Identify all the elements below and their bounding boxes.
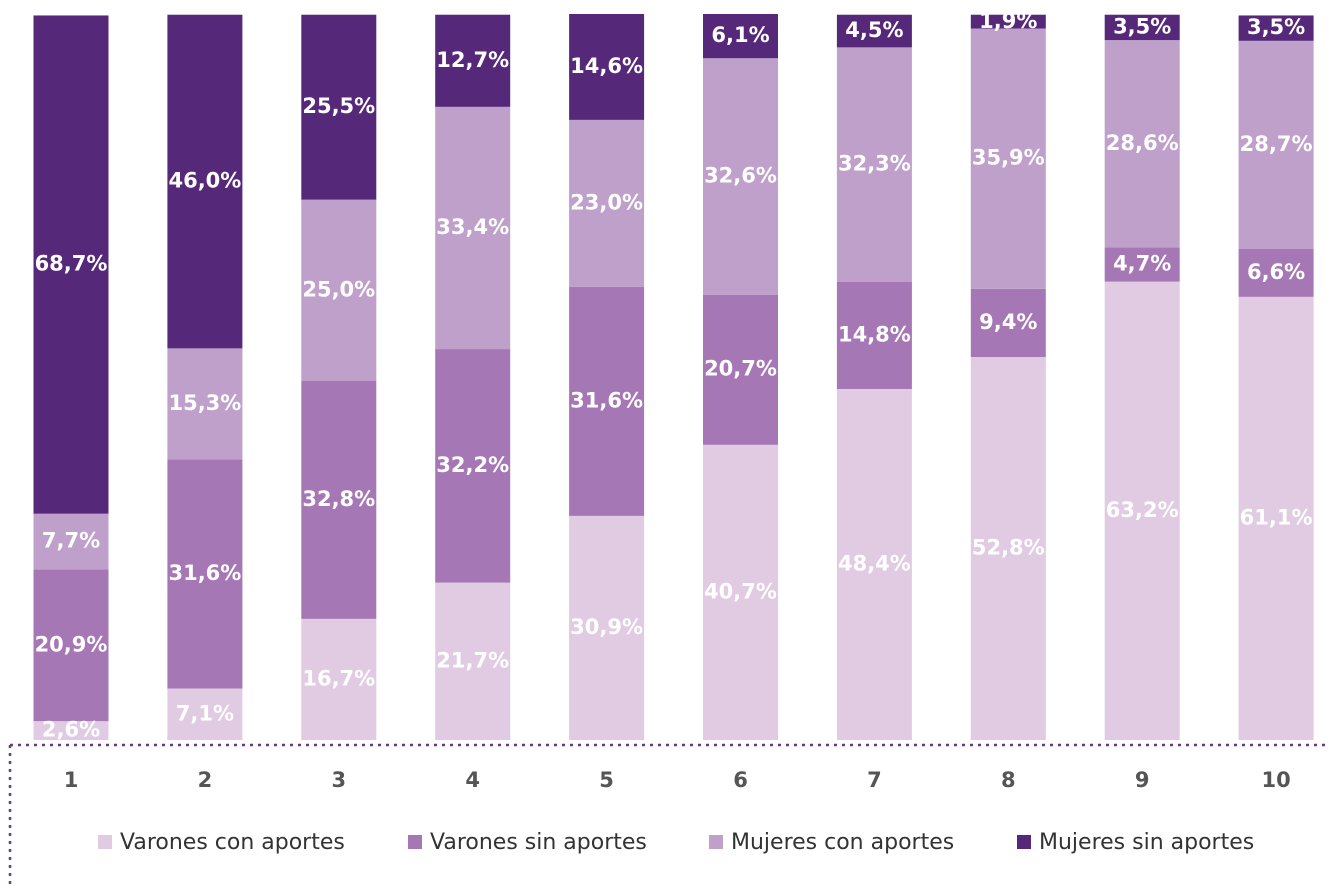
x-tick-label: 6 [733,768,748,792]
value-label: 23,0% [570,190,643,214]
x-tick-label: 5 [599,768,614,792]
bar-segment [569,119,645,287]
bar-segment [836,281,912,389]
bar-segment [970,357,1046,740]
bar-segment [569,515,645,740]
bar-segment [167,459,243,689]
bar-segment [703,14,778,59]
value-label: 25,5% [302,94,375,118]
value-label: 20,9% [35,632,108,656]
value-label: 1,9% [979,9,1037,33]
x-tick-label: 7 [867,768,882,792]
bar-segment [1238,15,1314,41]
bar-segment [970,288,1046,358]
value-label: 48,4% [838,551,911,575]
bar-segment [167,14,243,349]
bar-segment [1104,247,1180,282]
bar-segment [1104,40,1180,248]
legend-swatch [709,835,723,849]
value-label: 21,7% [436,648,509,672]
bar-segment [301,618,377,740]
legend-label: Varones sin aportes [430,830,647,855]
value-label: 32,6% [704,163,777,187]
value-label: 31,6% [168,561,241,585]
bar-segment [301,199,377,381]
value-label: 35,9% [972,146,1045,170]
value-label: 7,1% [176,701,234,725]
value-label: 15,3% [168,391,241,415]
legend-swatch [408,835,422,849]
bar-segment [435,14,511,107]
bar-segment [435,349,511,583]
bar-segment [703,294,778,445]
x-tick-label: 9 [1135,768,1150,792]
bar-segment [836,47,912,282]
value-label: 28,7% [1240,132,1313,156]
bar-segment [970,14,1046,29]
value-label: 46,0% [168,169,241,193]
legend-swatch [98,835,112,849]
value-label: 6,6% [1247,260,1305,284]
legend-swatch [1017,835,1031,849]
value-label: 3,5% [1113,14,1171,38]
value-label: 32,2% [436,453,509,477]
x-tick-label: 2 [198,768,213,792]
x-tick-label: 3 [331,768,346,792]
bar-segment [167,348,243,460]
value-label: 63,2% [1106,498,1179,522]
bar-segment [1238,248,1314,297]
bar-segment [1104,281,1180,740]
value-label: 33,4% [436,215,509,239]
value-label: 14,6% [570,54,643,78]
value-label: 25,0% [302,277,375,301]
bar-segment [1238,40,1314,249]
value-label: 3,5% [1247,15,1305,39]
value-label: 12,7% [436,48,509,72]
value-label: 61,1% [1240,505,1313,529]
bar-segment [435,582,511,740]
x-tick-label: 1 [64,768,79,792]
value-label: 6,1% [711,23,769,47]
x-tick-label: 8 [1001,768,1016,792]
value-label: 4,5% [845,18,903,42]
bar-segment [301,380,377,619]
bar-segment [703,444,778,740]
x-tick-label: 10 [1261,768,1290,792]
bar-segment [1238,296,1314,740]
value-label: 40,7% [704,579,777,603]
value-label: 30,9% [570,615,643,639]
bar-segment [970,28,1046,289]
bar-segment [569,14,645,120]
legend-label: Mujeres sin aportes [1039,830,1254,855]
x-tick-label: 4 [465,768,480,792]
bar-segment [1104,14,1180,41]
bar-segment [33,721,109,740]
bar-segment [33,513,109,570]
value-label: 9,4% [979,310,1037,334]
bar-segment [569,286,645,516]
value-label: 2,6% [42,718,100,742]
value-label: 32,3% [838,151,911,175]
value-label: 4,7% [1113,252,1171,276]
value-label: 14,8% [838,322,911,346]
legend-label: Mujeres con aportes [731,830,954,855]
bar-segment [301,14,377,200]
legend-label: Varones con aportes [120,830,345,855]
bar-segment [33,569,109,722]
bar-segment [167,688,243,740]
value-label: 32,8% [302,487,375,511]
bar-segment [33,15,109,514]
bar-segment [836,14,912,48]
value-label: 68,7% [35,252,108,276]
value-label: 7,7% [42,529,100,553]
value-label: 20,7% [704,357,777,381]
bar-segment [836,388,912,740]
bar-segment [703,58,778,295]
value-label: 31,6% [570,388,643,412]
value-label: 16,7% [302,666,375,690]
value-label: 28,6% [1106,131,1179,155]
value-label: 52,8% [972,536,1045,560]
bar-segment [435,106,511,350]
